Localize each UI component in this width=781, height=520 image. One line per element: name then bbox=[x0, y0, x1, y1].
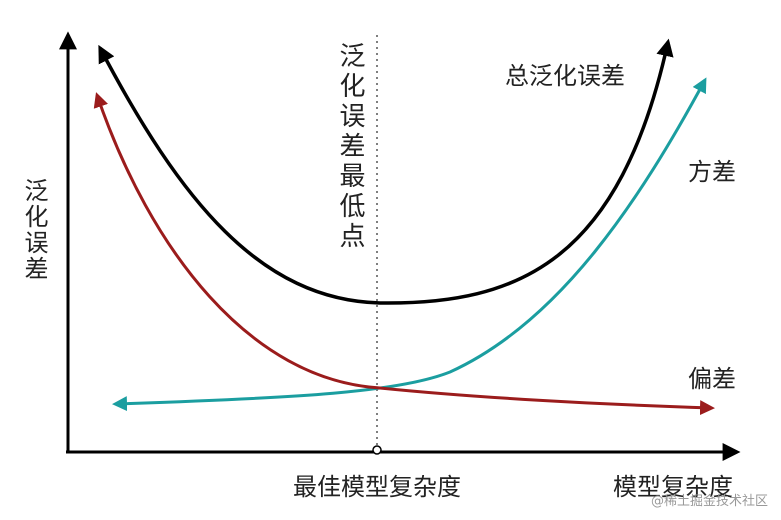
variance-curve bbox=[112, 77, 707, 412]
optimum-point bbox=[372, 445, 382, 455]
x-axis-label: 模型复杂度 bbox=[613, 473, 733, 501]
optimum-label: 最佳模型复杂度 bbox=[293, 473, 461, 501]
total-error-curve bbox=[98, 38, 674, 305]
bias-label: 偏差 bbox=[688, 365, 736, 393]
y-axis-label: 泛化误差 bbox=[20, 178, 48, 282]
watermark: @稀土掘金技术社区 bbox=[651, 493, 768, 509]
minimum-label: 泛化误差最低点 bbox=[335, 42, 365, 252]
bias-curve bbox=[93, 92, 715, 416]
total-error-label: 总泛化误差 bbox=[505, 62, 625, 90]
variance-label: 方差 bbox=[688, 158, 736, 186]
